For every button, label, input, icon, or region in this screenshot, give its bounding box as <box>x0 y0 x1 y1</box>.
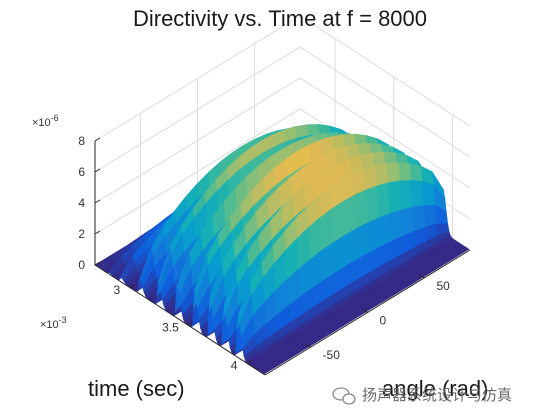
z-gridline <box>94 46 471 173</box>
watermark: 扬声器系统设计与仿真 <box>332 386 512 405</box>
y-tick-mark <box>419 274 425 279</box>
x-tick-label: 4 <box>231 359 238 373</box>
surface-patch <box>306 124 320 137</box>
x-tick-mark <box>188 322 194 327</box>
surface-patch <box>364 185 379 224</box>
x-tick-mark <box>129 284 135 289</box>
z-tick-mark <box>94 199 101 204</box>
z-tick-label: 8 <box>78 134 85 148</box>
x-tick-label: 3.5 <box>162 321 179 335</box>
surface-patch <box>399 180 413 211</box>
z-tick-label: 6 <box>78 165 85 179</box>
z-tick-mark <box>94 168 101 173</box>
surface-patch <box>353 189 367 230</box>
y-tick-label: 0 <box>380 314 387 328</box>
y-axis-label: angle (rad) <box>382 376 488 401</box>
surface-patch <box>387 180 402 215</box>
surface-plot <box>94 124 470 375</box>
x-tick-label: 3 <box>113 283 120 297</box>
y-tick-mark <box>305 343 311 348</box>
surface-patch <box>408 163 423 182</box>
x-axis-exponent: ×10-3 <box>40 315 67 331</box>
surface-patch <box>386 162 400 184</box>
z-tick-label: 2 <box>78 227 85 241</box>
z-tick-mark <box>94 230 101 235</box>
surface-patch <box>410 180 424 208</box>
z-tick-mark <box>94 261 101 266</box>
chart-title: Directivity vs. Time at f = 8000 <box>133 6 427 31</box>
wechat-bubble-icon <box>332 387 356 405</box>
x-tick-mark <box>247 360 252 365</box>
z-axis-exponent: ×10-6 <box>32 113 59 129</box>
z-tick-label: 0 <box>78 258 85 272</box>
y-tick-label: 50 <box>436 279 450 293</box>
z-tick-mark <box>94 137 101 142</box>
chart-axes: 0 2 4 6 8 3 3.5 4 -50 0 50 <box>78 134 471 376</box>
surface-patch <box>389 209 403 243</box>
surface-patch <box>421 180 436 206</box>
surface-patch <box>397 162 412 182</box>
x-axis-line <box>94 264 266 376</box>
z-tick-label: 4 <box>78 196 85 210</box>
y-tick-mark <box>362 309 368 313</box>
x-axis-label: time (sec) <box>88 376 185 401</box>
surface-patch <box>423 204 437 228</box>
surface-patch <box>411 205 426 233</box>
surface-patch <box>374 163 389 187</box>
watermark-text: 扬声器系统设计与仿真 <box>362 386 512 404</box>
z-gridline <box>94 15 471 142</box>
surface-patch <box>376 182 390 219</box>
surface-patch <box>342 194 356 237</box>
z-gridline <box>94 77 471 204</box>
y-tick-label: -50 <box>323 348 341 362</box>
